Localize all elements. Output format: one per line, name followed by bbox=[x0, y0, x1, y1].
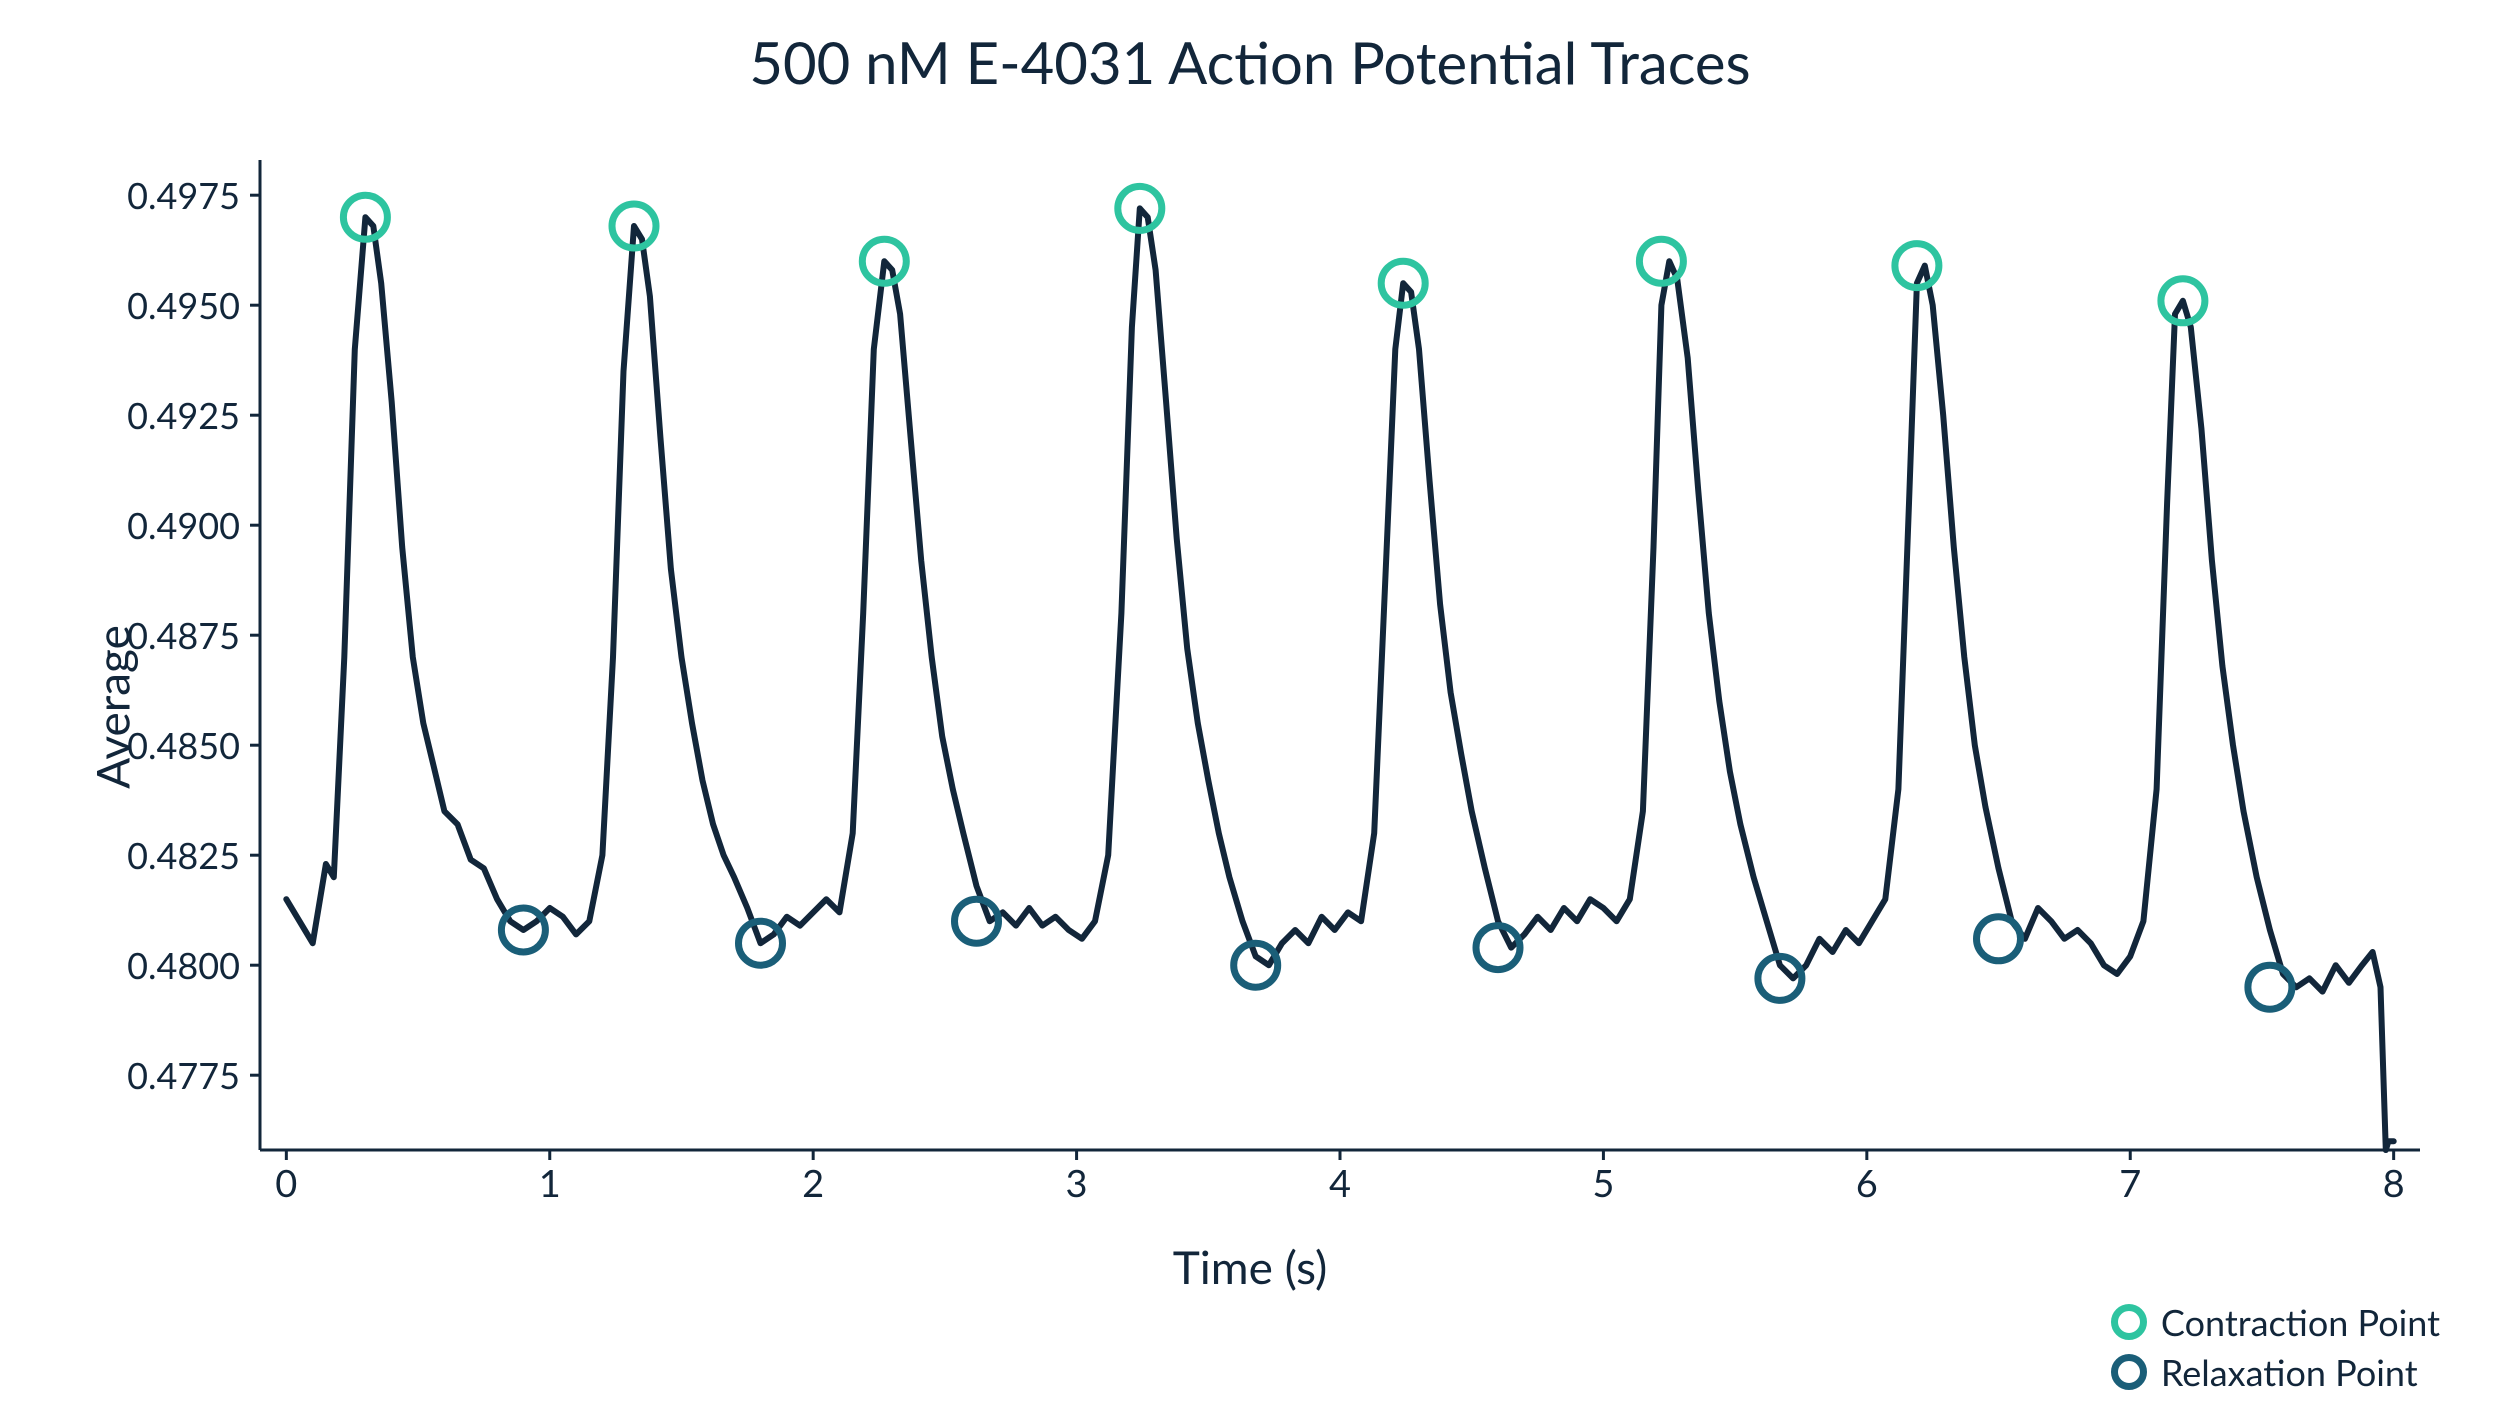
xtick-label: 1 bbox=[539, 1160, 561, 1206]
legend-item-contraction: Contraction Point bbox=[2111, 1300, 2440, 1344]
xtick-label: 7 bbox=[2119, 1160, 2141, 1206]
ytick-label: 0.4825 bbox=[80, 833, 240, 877]
legend-label: Contraction Point bbox=[2161, 1300, 2440, 1344]
ytick-label: 0.4775 bbox=[80, 1053, 240, 1097]
plot-svg bbox=[260, 160, 2420, 1150]
axes bbox=[250, 160, 2420, 1160]
xtick-label: 8 bbox=[2383, 1160, 2405, 1206]
legend-circle-icon bbox=[2111, 1304, 2147, 1340]
ytick-label: 0.4875 bbox=[80, 613, 240, 657]
contraction-markers bbox=[343, 186, 2204, 322]
legend-label: Relaxation Point bbox=[2161, 1350, 2418, 1394]
xtick-label: 0 bbox=[275, 1160, 297, 1206]
xtick-label: 3 bbox=[1066, 1160, 1088, 1206]
chart-title: 500 nM E-4031 Action Potential Traces bbox=[0, 28, 2500, 97]
ytick-label: 0.4800 bbox=[80, 943, 240, 987]
xtick-label: 6 bbox=[1856, 1160, 1878, 1206]
trace-line bbox=[286, 208, 2393, 1150]
legend-circle-icon bbox=[2111, 1354, 2147, 1390]
xtick-label: 4 bbox=[1329, 1160, 1351, 1206]
xtick-label: 2 bbox=[802, 1160, 824, 1206]
ytick-label: 0.4850 bbox=[80, 723, 240, 767]
ytick-label: 0.4900 bbox=[80, 503, 240, 547]
ytick-label: 0.4975 bbox=[80, 173, 240, 217]
ytick-label: 0.4950 bbox=[80, 283, 240, 327]
ytick-label: 0.4925 bbox=[80, 393, 240, 437]
chart-container: 500 nM E-4031 Action Potential Traces Av… bbox=[0, 0, 2500, 1414]
xtick-label: 5 bbox=[1592, 1160, 1614, 1206]
x-axis-label: Time (s) bbox=[0, 1239, 2500, 1294]
legend-item-relaxation: Relaxation Point bbox=[2111, 1350, 2440, 1394]
legend: Contraction Point Relaxation Point bbox=[2111, 1300, 2440, 1394]
relaxation-markers bbox=[501, 899, 2291, 1009]
